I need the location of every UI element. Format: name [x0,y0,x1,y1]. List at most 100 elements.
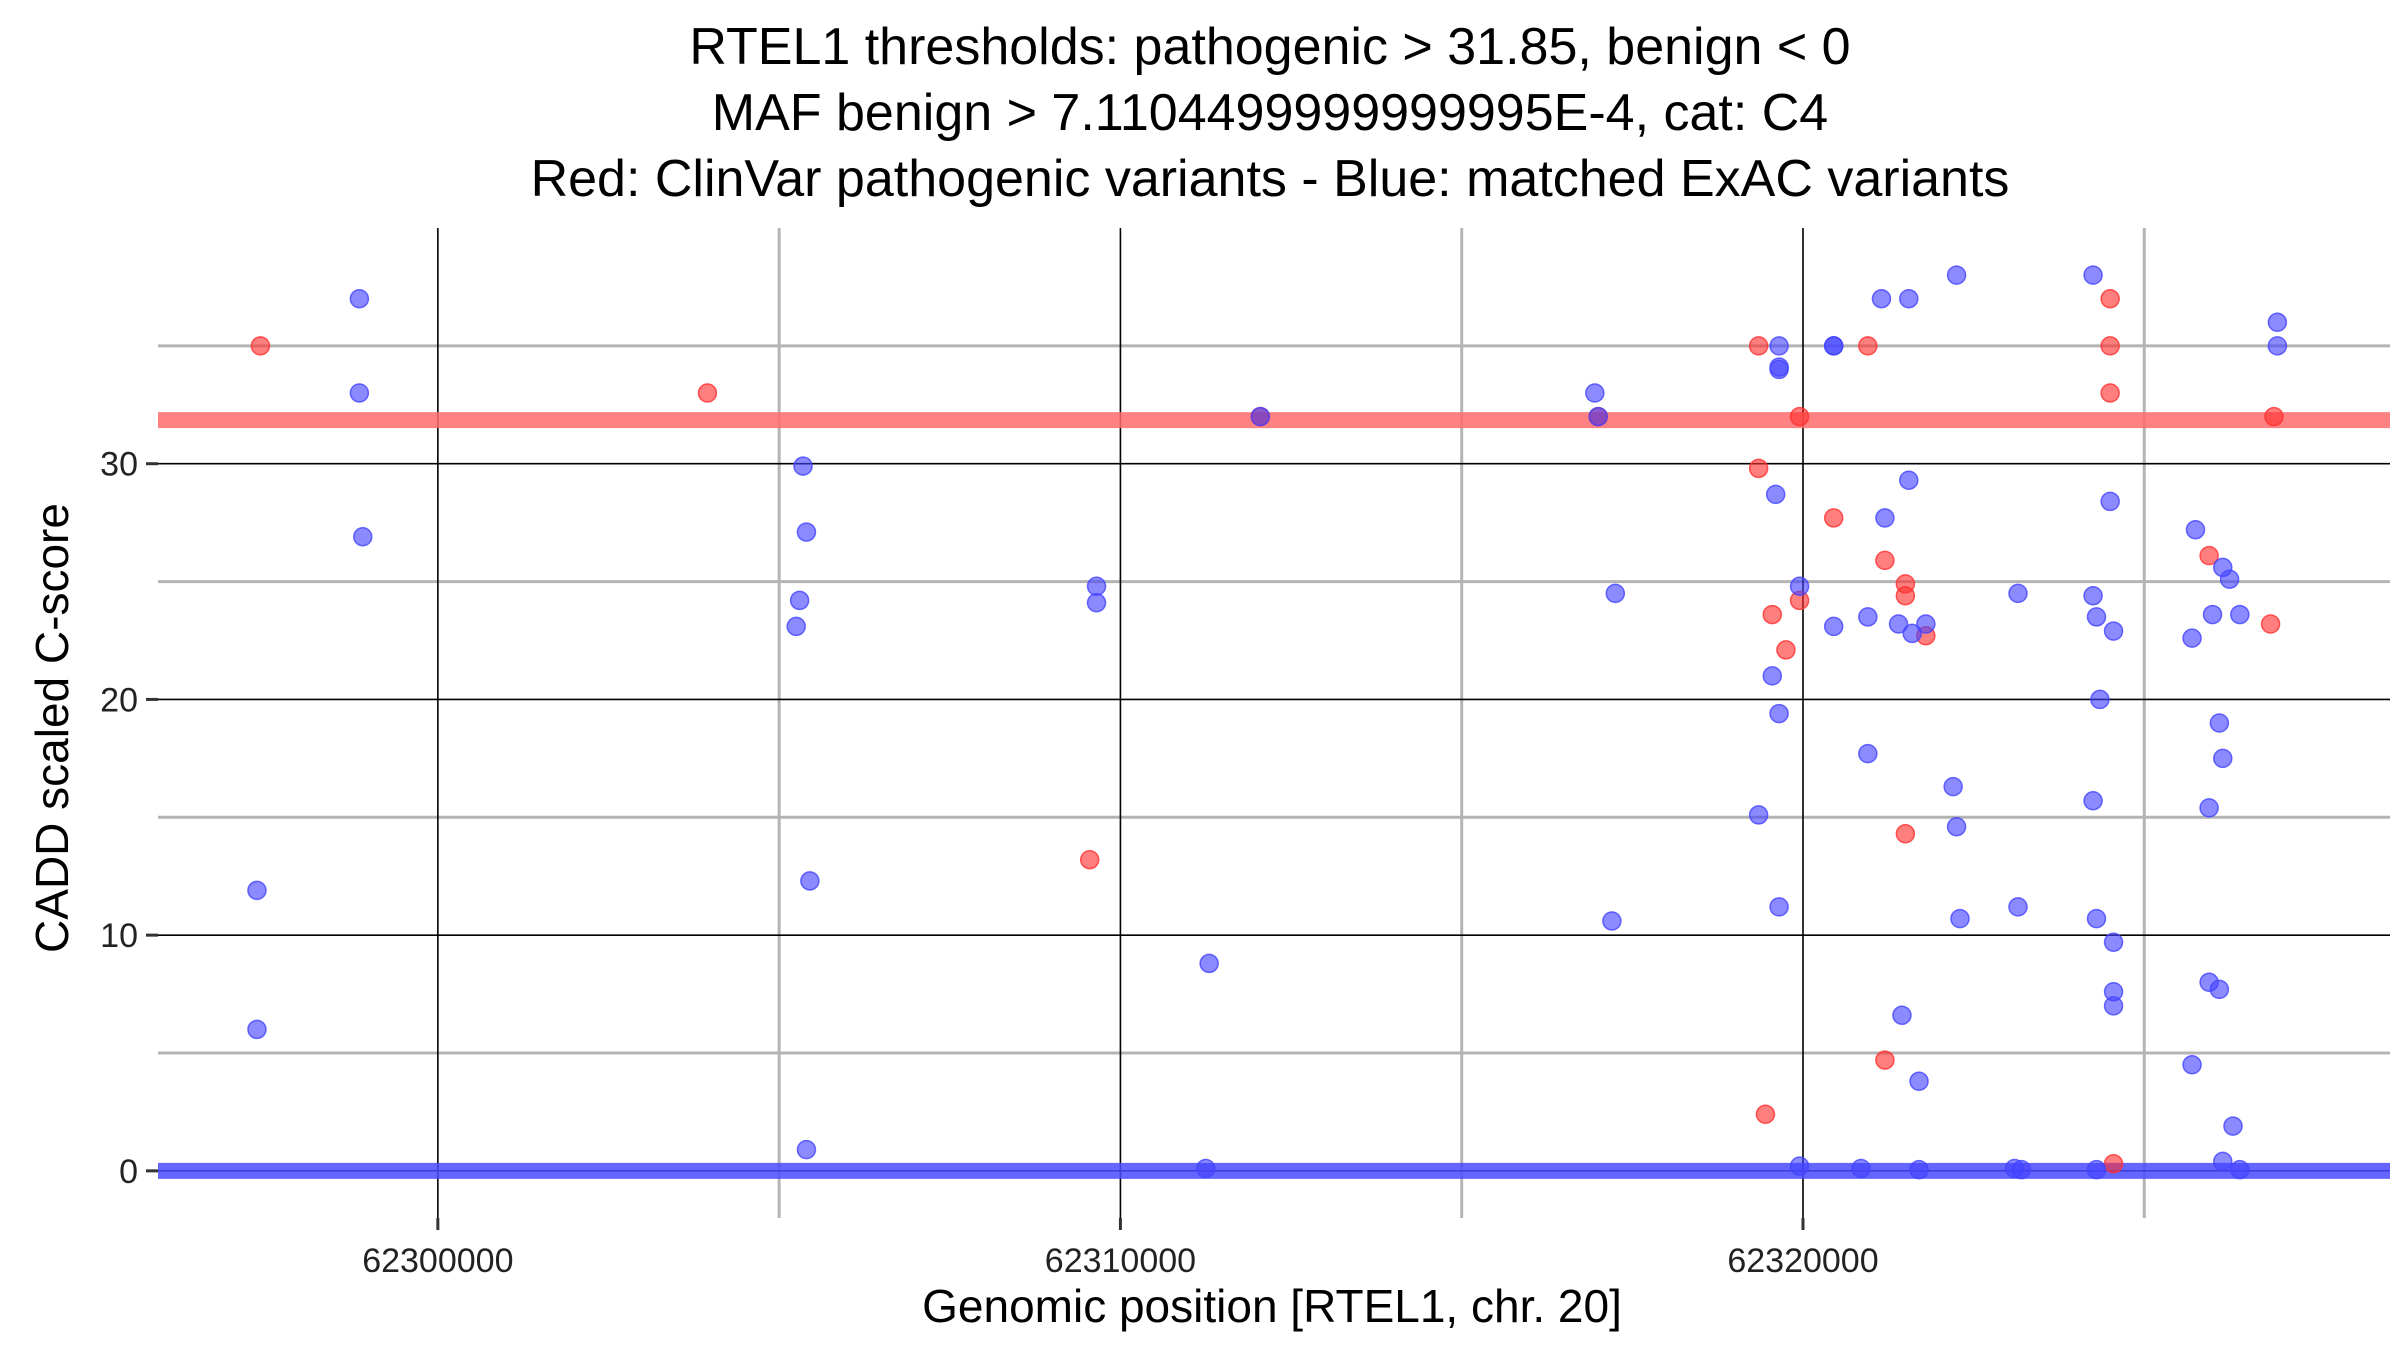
exac-variant-point [789,590,810,611]
pathogenic-variant-point [1755,1104,1776,1125]
exac-variant-point [1602,911,1622,931]
exac-variant-point [1858,607,1878,627]
title-line-1: RTEL1 thresholds: pathogenic > 31.85, be… [689,18,1850,76]
pathogenic-variant-point [1875,1050,1895,1070]
exac-variant-point [1851,1158,1871,1179]
exac-variant-point [2086,1159,2107,1180]
pathogenic-variant-point [250,336,271,356]
pathogenic-variant-point [697,383,718,403]
exac-variant-point [2267,336,2288,356]
exac-variant-point [2209,979,2230,1000]
pathogenic-variant-point [2264,406,2284,427]
pathogenic-variant-point [2103,1154,2124,1174]
exac-variant-point [2182,1055,2202,1075]
y-axis-label: CADD scaled C-score [26,503,78,953]
exac-variant-point [1916,614,1936,634]
exac-variant-point [2213,748,2233,769]
exac-variant-point [1789,576,1810,597]
title-line-2: MAF benign > 7.1104499999999995E-4, cat:… [712,84,1828,142]
exac-variant-point [2086,607,2107,627]
exac-variant-point [1748,805,1769,825]
x-tick-label: 62300000 [362,1242,513,1280]
exac-variant-point [1902,623,1922,644]
exac-variant-point [1943,776,1963,797]
exac-variant-point [1899,288,1919,309]
exac-variant-point [1199,953,1219,974]
exac-variant-point [2008,897,2028,917]
exac-variant-point [1585,383,1605,403]
exac-variant-point [1909,1071,1929,1092]
exac-variant-point [1195,1158,1216,1179]
chart-title: RTEL1 thresholds: pathogenic > 31.85, be… [531,18,2010,208]
exac-variant-point [1769,703,1789,724]
exac-variant-point [1899,470,1919,490]
exac-variant-point [2090,689,2110,710]
pathogenic-variant-point [1748,458,1769,479]
pathogenic-variant-point [1895,824,1916,844]
exac-variant-point [1762,666,1783,686]
y-tick-label: 20 [100,681,138,719]
exac-variant-point [1769,359,1789,380]
exac-variant-point [2103,932,2124,952]
exac-variant-point [2083,585,2103,606]
exac-variant-point [2086,908,2107,929]
pathogenic-variant-point [1776,640,1796,660]
exac-variant-point [786,616,806,637]
exac-variant-point [1086,576,1107,597]
exac-variant-point [1946,265,1967,285]
exac-variant-point [2185,519,2206,540]
exac-variant-point [796,1139,817,1160]
exac-variant-point [2008,583,2028,604]
exac-variant-point [1858,743,1878,764]
x-tick-label: 62320000 [1727,1242,1878,1280]
pathogenic-variant-point [1858,336,1878,356]
exac-variant-point [1769,336,1789,356]
exac-variant-point [349,383,370,403]
exac-variant-point [1588,406,1608,427]
exac-variant-point [793,456,813,476]
title-line-3: Red: ClinVar pathogenic variants - Blue:… [531,150,2010,208]
exac-variant-point [1250,406,1271,427]
exac-variant-point [2083,791,2103,811]
exac-variant-point [2209,713,2230,733]
exac-variant-point [349,288,370,309]
exac-variant-point [1871,288,1892,309]
pathogenic-variant-point [1079,849,1100,870]
exac-variant-point [800,871,820,891]
pathogenic-variant-point [1762,604,1783,625]
exac-variant-point [1888,614,1909,634]
exac-variant-point [247,1019,267,1040]
exac-variant-point [1950,908,1970,929]
exac-variant-point [2202,604,2223,625]
pathogenic-variant-point [2260,614,2281,634]
exac-variant-point [1605,583,1626,604]
pathogenic-variant-point [1748,336,1769,356]
pathogenic-variant-point [1875,550,1895,571]
exac-variant-point [2100,491,2120,512]
exac-variant-point [1875,508,1895,528]
exac-variant-point [1769,897,1789,917]
exac-variant-point [2011,1159,2032,1180]
exac-variant-point [1823,616,1844,637]
exac-variant-point [1892,1005,1912,1026]
exac-variant-point [353,527,373,547]
exac-variant-point [1789,1156,1810,1176]
exac-variant-point [2103,996,2124,1016]
exac-variant-point [1909,1159,1929,1180]
pathogenic-variant-point [1823,508,1844,528]
pathogenic-variant-point [1895,585,1916,606]
exac-variant-point [2199,798,2219,818]
exac-variant-point [2182,628,2202,648]
y-tick-label: 10 [100,917,138,955]
threshold-bands [158,412,2390,1179]
exac-variant-point [2230,1159,2250,1180]
exac-variant-point [2267,312,2288,333]
exac-variant-point [1086,593,1107,613]
exac-variant-point [2213,1151,2233,1172]
exac-variant-point [2223,1116,2243,1136]
exac-variant-point [247,880,267,901]
pathogenic-variant-point [2100,383,2120,403]
data-points [247,265,2288,1180]
grid-lines [158,228,2390,1218]
